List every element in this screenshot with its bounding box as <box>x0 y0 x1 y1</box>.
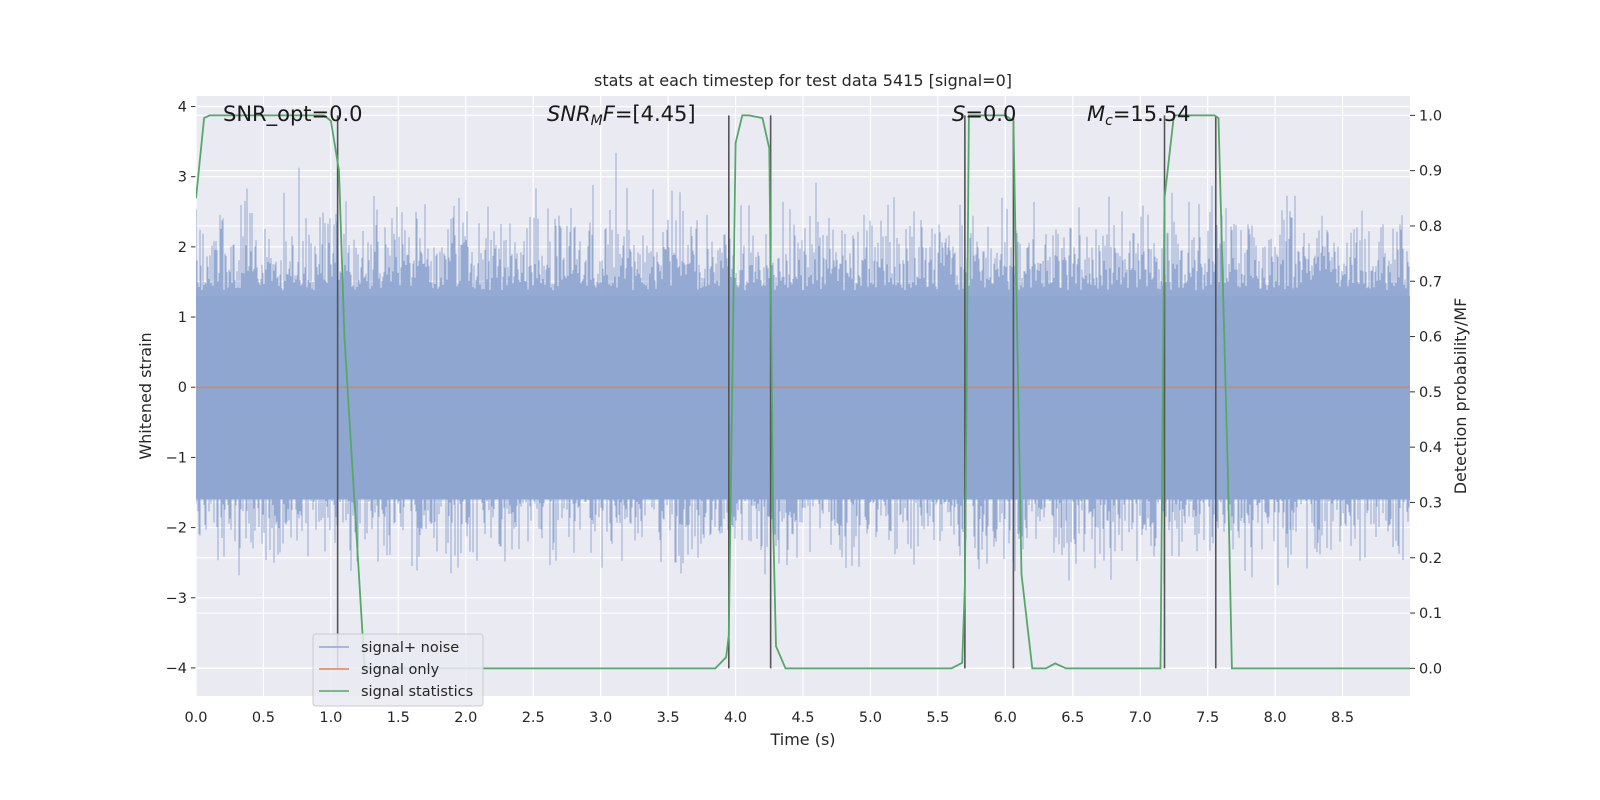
x-tick-label: 7.5 <box>1196 710 1219 726</box>
x-tick-label: 8.0 <box>1264 710 1287 726</box>
y-tick-label: −2 <box>166 521 187 537</box>
y-right-tick-label: 0.2 <box>1419 551 1442 567</box>
y-right-tick-label: 0.6 <box>1419 330 1442 346</box>
legend-label-signal: signal only <box>361 662 440 678</box>
y-tick-labels-right: 0.0 0.1 0.2 0.3 0.4 0.5 0.6 0.7 0.8 0.9 1.0 <box>1419 108 1442 677</box>
x-tick-label: 6.0 <box>994 710 1017 726</box>
y-right-tick-label: 0.3 <box>1419 495 1442 511</box>
x-tick-label: 1.0 <box>319 710 342 726</box>
y-tick-label: 3 <box>178 170 187 186</box>
signal-statistics-series <box>196 114 1410 670</box>
y-right-tick-label: 0.1 <box>1419 606 1442 622</box>
legend: signal+ noise signal only signal statist… <box>312 633 484 707</box>
x-tick-label: 1.5 <box>387 710 410 726</box>
y-tick-label: 0 <box>178 380 187 396</box>
y-tick-label: −3 <box>166 591 187 607</box>
y-right-tick-label: 0.4 <box>1419 440 1442 456</box>
x-tick-label: 4.5 <box>791 710 814 726</box>
y-tick-label: −1 <box>166 450 187 466</box>
y-right-tick-label: 1.0 <box>1419 108 1442 124</box>
x-tick-labels: 0.0 0.5 1.0 1.5 2.0 2.5 3.0 3.5 4.0 4.5 5.0 5.5 6.0 6… <box>184 710 1354 726</box>
x-axis-label: Time (s) <box>769 730 835 749</box>
legend-label-stats: signal statistics <box>361 684 473 700</box>
annotation-snr-opt: SNR_opt=0.0 <box>223 102 363 127</box>
legend-label-noise: signal+ noise <box>361 640 459 656</box>
x-tick-label: 7.0 <box>1129 710 1152 726</box>
x-tick-label: 0.0 <box>184 710 207 726</box>
y-tick-label: 2 <box>178 240 187 256</box>
x-tick-label: 8.5 <box>1331 710 1354 726</box>
y-tick-label: −4 <box>166 661 187 677</box>
x-tick-label: 2.5 <box>522 710 545 726</box>
x-tick-label: 0.5 <box>252 710 275 726</box>
y-tick-label: 1 <box>178 310 187 326</box>
x-tick-label: 5.5 <box>926 710 949 726</box>
x-tick-label: 3.0 <box>589 710 612 726</box>
annotation-snr-mf: SNRMF=[4.45] <box>547 102 696 129</box>
signal-noise-band <box>196 296 1410 500</box>
y-axis-label-right: Detection probability/MF <box>1451 298 1470 495</box>
annotation-mc: Mc=15.54 <box>1087 102 1191 129</box>
y-tick-label: 4 <box>178 100 187 116</box>
y-tick-labels-left: −4 −3 −2 −1 0 1 2 3 4 <box>166 100 187 677</box>
y-right-tick-label: 0.5 <box>1419 385 1442 401</box>
y-right-tick-label: 0.9 <box>1419 164 1442 180</box>
chart-title: stats at each timestep for test data 541… <box>594 71 1012 90</box>
x-tick-label: 3.5 <box>657 710 680 726</box>
annotation-s: S=0.0 <box>952 102 1016 126</box>
y-right-tick-label: 0.7 <box>1419 274 1442 290</box>
x-tick-label: 6.5 <box>1061 710 1084 726</box>
y-right-tick-label: 0.0 <box>1419 661 1442 677</box>
legend-box <box>312 633 484 707</box>
x-tick-label: 2.0 <box>454 710 477 726</box>
x-tick-label: 5.0 <box>859 710 882 726</box>
y-right-tick-label: 0.8 <box>1419 219 1442 235</box>
y-axis-label: Whitened strain <box>136 332 155 459</box>
x-tick-label: 4.0 <box>724 710 747 726</box>
